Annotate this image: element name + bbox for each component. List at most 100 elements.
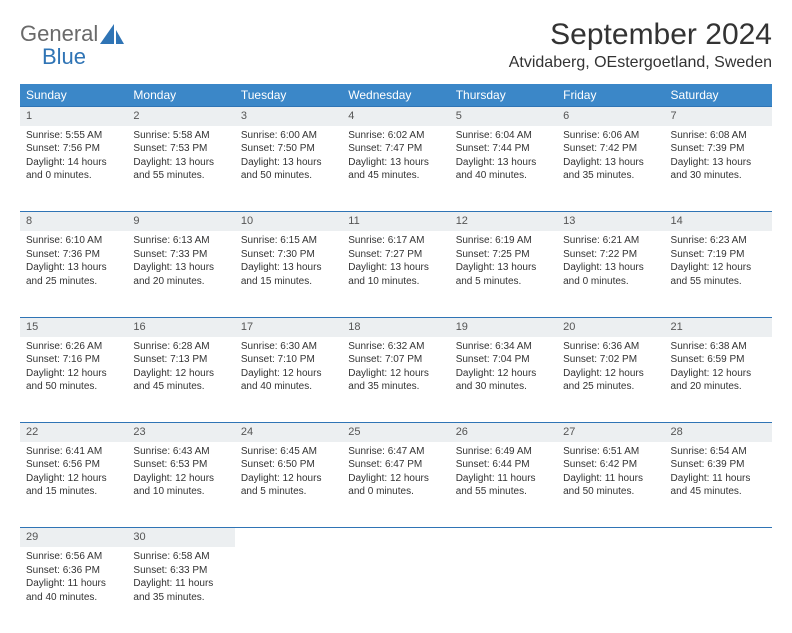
- daylight-text: Daylight: 11 hours and 40 minutes.: [26, 577, 121, 604]
- sunset-text: Sunset: 7:04 PM: [456, 353, 551, 367]
- day-body-row: Sunrise: 6:26 AMSunset: 7:16 PMDaylight:…: [20, 337, 772, 423]
- weekday-header: Thursday: [450, 84, 557, 107]
- sunrise-text: Sunrise: 6:34 AM: [456, 340, 551, 354]
- logo-general: General: [20, 21, 98, 46]
- sunset-text: Sunset: 6:53 PM: [133, 458, 228, 472]
- daylight-text: Daylight: 13 hours and 25 minutes.: [26, 261, 121, 288]
- sunrise-text: Sunrise: 6:41 AM: [26, 445, 121, 459]
- sunrise-text: Sunrise: 6:02 AM: [348, 129, 443, 143]
- day-body-cell: Sunrise: 6:23 AMSunset: 7:19 PMDaylight:…: [665, 231, 772, 317]
- daylight-text: Daylight: 12 hours and 40 minutes.: [241, 367, 336, 394]
- sunset-text: Sunset: 6:36 PM: [26, 564, 121, 578]
- day-number-cell: 17: [235, 317, 342, 336]
- day-body-cell: Sunrise: 6:43 AMSunset: 6:53 PMDaylight:…: [127, 442, 234, 528]
- daylight-text: Daylight: 12 hours and 30 minutes.: [456, 367, 551, 394]
- day-number-cell: 12: [450, 212, 557, 231]
- day-number-cell: [557, 528, 664, 547]
- logo-text: General Blue: [20, 22, 98, 68]
- day-body-cell: [557, 547, 664, 633]
- daylight-text: Daylight: 13 hours and 40 minutes.: [456, 156, 551, 183]
- day-body-cell: Sunrise: 6:19 AMSunset: 7:25 PMDaylight:…: [450, 231, 557, 317]
- sunset-text: Sunset: 6:47 PM: [348, 458, 443, 472]
- daylight-text: Daylight: 13 hours and 30 minutes.: [671, 156, 766, 183]
- weekday-header: Wednesday: [342, 84, 449, 107]
- day-number-cell: [235, 528, 342, 547]
- sunrise-text: Sunrise: 6:36 AM: [563, 340, 658, 354]
- header: General Blue September 2024 Atvidaberg, …: [20, 18, 772, 72]
- day-number-cell: 19: [450, 317, 557, 336]
- daylight-text: Daylight: 12 hours and 35 minutes.: [348, 367, 443, 394]
- day-number-cell: 14: [665, 212, 772, 231]
- sunrise-text: Sunrise: 6:45 AM: [241, 445, 336, 459]
- day-body-cell: Sunrise: 6:45 AMSunset: 6:50 PMDaylight:…: [235, 442, 342, 528]
- day-body-row: Sunrise: 6:10 AMSunset: 7:36 PMDaylight:…: [20, 231, 772, 317]
- daylight-text: Daylight: 12 hours and 15 minutes.: [26, 472, 121, 499]
- sunset-text: Sunset: 7:22 PM: [563, 248, 658, 262]
- sunrise-text: Sunrise: 6:58 AM: [133, 550, 228, 564]
- daylight-text: Daylight: 11 hours and 35 minutes.: [133, 577, 228, 604]
- weekday-header: Saturday: [665, 84, 772, 107]
- sunrise-text: Sunrise: 6:21 AM: [563, 234, 658, 248]
- day-body-cell: Sunrise: 6:30 AMSunset: 7:10 PMDaylight:…: [235, 337, 342, 423]
- daylight-text: Daylight: 12 hours and 45 minutes.: [133, 367, 228, 394]
- sunset-text: Sunset: 7:27 PM: [348, 248, 443, 262]
- day-body-cell: [342, 547, 449, 633]
- sunrise-text: Sunrise: 6:19 AM: [456, 234, 551, 248]
- day-body-row: Sunrise: 6:41 AMSunset: 6:56 PMDaylight:…: [20, 442, 772, 528]
- sunrise-text: Sunrise: 6:04 AM: [456, 129, 551, 143]
- daylight-text: Daylight: 12 hours and 10 minutes.: [133, 472, 228, 499]
- sunrise-text: Sunrise: 6:54 AM: [671, 445, 766, 459]
- sunset-text: Sunset: 7:07 PM: [348, 353, 443, 367]
- sunrise-text: Sunrise: 6:28 AM: [133, 340, 228, 354]
- day-body-cell: Sunrise: 6:28 AMSunset: 7:13 PMDaylight:…: [127, 337, 234, 423]
- location: Atvidaberg, OEstergoetland, Sweden: [509, 54, 772, 72]
- day-number-cell: [665, 528, 772, 547]
- day-body-cell: Sunrise: 6:26 AMSunset: 7:16 PMDaylight:…: [20, 337, 127, 423]
- day-number-cell: 24: [235, 423, 342, 442]
- sunset-text: Sunset: 6:33 PM: [133, 564, 228, 578]
- sunset-text: Sunset: 7:33 PM: [133, 248, 228, 262]
- sunset-text: Sunset: 7:02 PM: [563, 353, 658, 367]
- daylight-text: Daylight: 13 hours and 20 minutes.: [133, 261, 228, 288]
- day-body-cell: Sunrise: 6:36 AMSunset: 7:02 PMDaylight:…: [557, 337, 664, 423]
- calendar-table: SundayMondayTuesdayWednesdayThursdayFrid…: [20, 84, 772, 633]
- sunset-text: Sunset: 7:44 PM: [456, 142, 551, 156]
- sunset-text: Sunset: 7:42 PM: [563, 142, 658, 156]
- sunrise-text: Sunrise: 6:06 AM: [563, 129, 658, 143]
- day-body-cell: Sunrise: 6:58 AMSunset: 6:33 PMDaylight:…: [127, 547, 234, 633]
- day-body-cell: Sunrise: 6:49 AMSunset: 6:44 PMDaylight:…: [450, 442, 557, 528]
- daylight-text: Daylight: 13 hours and 50 minutes.: [241, 156, 336, 183]
- day-body-cell: Sunrise: 6:47 AMSunset: 6:47 PMDaylight:…: [342, 442, 449, 528]
- day-number-cell: 27: [557, 423, 664, 442]
- day-body-cell: Sunrise: 6:41 AMSunset: 6:56 PMDaylight:…: [20, 442, 127, 528]
- sunrise-text: Sunrise: 6:56 AM: [26, 550, 121, 564]
- day-body-cell: Sunrise: 6:10 AMSunset: 7:36 PMDaylight:…: [20, 231, 127, 317]
- day-number-cell: 21: [665, 317, 772, 336]
- sunrise-text: Sunrise: 6:38 AM: [671, 340, 766, 354]
- sunset-text: Sunset: 6:44 PM: [456, 458, 551, 472]
- day-number-cell: 11: [342, 212, 449, 231]
- day-number-row: 15161718192021: [20, 317, 772, 336]
- day-body-cell: Sunrise: 6:00 AMSunset: 7:50 PMDaylight:…: [235, 126, 342, 212]
- day-number-cell: 18: [342, 317, 449, 336]
- sunset-text: Sunset: 7:36 PM: [26, 248, 121, 262]
- sunset-text: Sunset: 7:39 PM: [671, 142, 766, 156]
- logo-blue: Blue: [42, 45, 98, 68]
- weekday-header-row: SundayMondayTuesdayWednesdayThursdayFrid…: [20, 84, 772, 107]
- daylight-text: Daylight: 12 hours and 25 minutes.: [563, 367, 658, 394]
- day-body-cell: Sunrise: 5:58 AMSunset: 7:53 PMDaylight:…: [127, 126, 234, 212]
- day-number-cell: 6: [557, 107, 664, 126]
- day-body-cell: Sunrise: 6:21 AMSunset: 7:22 PMDaylight:…: [557, 231, 664, 317]
- day-body-cell: Sunrise: 6:56 AMSunset: 6:36 PMDaylight:…: [20, 547, 127, 633]
- weekday-header: Monday: [127, 84, 234, 107]
- day-number-cell: 7: [665, 107, 772, 126]
- day-body-cell: Sunrise: 6:51 AMSunset: 6:42 PMDaylight:…: [557, 442, 664, 528]
- sunrise-text: Sunrise: 6:23 AM: [671, 234, 766, 248]
- sunrise-text: Sunrise: 6:30 AM: [241, 340, 336, 354]
- daylight-text: Daylight: 13 hours and 45 minutes.: [348, 156, 443, 183]
- sunset-text: Sunset: 7:13 PM: [133, 353, 228, 367]
- day-number-cell: 5: [450, 107, 557, 126]
- day-body-row: Sunrise: 5:55 AMSunset: 7:56 PMDaylight:…: [20, 126, 772, 212]
- day-number-row: 22232425262728: [20, 423, 772, 442]
- day-body-row: Sunrise: 6:56 AMSunset: 6:36 PMDaylight:…: [20, 547, 772, 633]
